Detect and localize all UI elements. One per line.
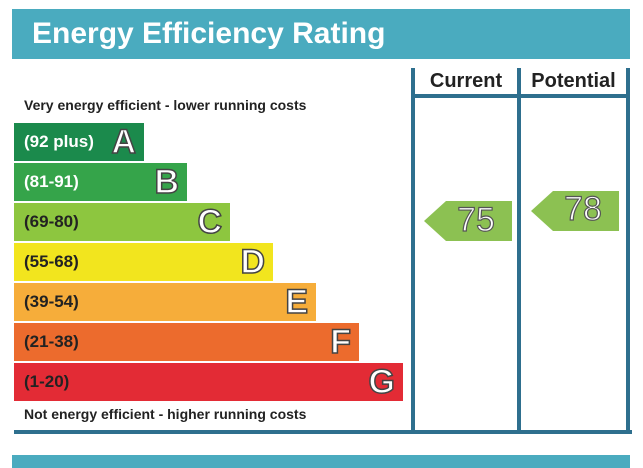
band-range-label: (39-54) <box>24 292 79 311</box>
potential-rating-value: 78 <box>563 190 602 228</box>
band-range-label: (69-80) <box>24 212 79 231</box>
band-range-label: (81-91) <box>24 172 79 191</box>
current-rating-arrow <box>424 201 512 241</box>
band-e: (39-54) E <box>14 283 316 321</box>
column-divider-middle <box>517 68 521 434</box>
band-letter: E <box>285 283 309 321</box>
band-letter: G <box>368 363 396 401</box>
chart-title: Energy Efficiency Rating <box>12 9 630 59</box>
caption-inefficient: Not energy efficient - higher running co… <box>24 406 307 422</box>
column-divider-right <box>626 68 630 434</box>
band-range-label: (1-20) <box>24 372 70 391</box>
band-letter: C <box>197 203 223 241</box>
potential-rating-arrow-shape <box>531 191 619 231</box>
band-letter: D <box>240 243 266 281</box>
band-b: (81-91) B <box>14 163 187 201</box>
band-a: (92 plus) A <box>14 123 144 161</box>
column-header-underline <box>411 94 630 98</box>
footer-bar <box>12 455 630 468</box>
current-rating-value: 75 <box>456 201 495 239</box>
caption-efficient: Very energy efficient - lower running co… <box>24 97 307 113</box>
band-range-label: (21-38) <box>24 332 79 351</box>
band-letter: F <box>329 323 351 361</box>
band-c: (69-80) C <box>14 203 230 241</box>
band-letter: A <box>111 123 137 161</box>
band-letter: B <box>154 163 180 201</box>
potential-column-title: Potential <box>531 69 616 92</box>
band-f: (21-38) F <box>14 323 359 361</box>
frame-bottom-line <box>14 430 632 434</box>
current-column-title: Current <box>429 69 503 92</box>
band-g: (1-20) G <box>14 363 403 401</box>
potential-rating-arrow <box>531 191 619 231</box>
column-divider-left <box>411 68 415 434</box>
chart-title-text: Energy Efficiency Rating <box>32 17 386 50</box>
band-range-label: (55-68) <box>24 252 79 271</box>
band-range-label: (92 plus) <box>24 132 94 151</box>
current-rating-arrow-shape <box>424 201 512 241</box>
band-d: (55-68) D <box>14 243 273 281</box>
